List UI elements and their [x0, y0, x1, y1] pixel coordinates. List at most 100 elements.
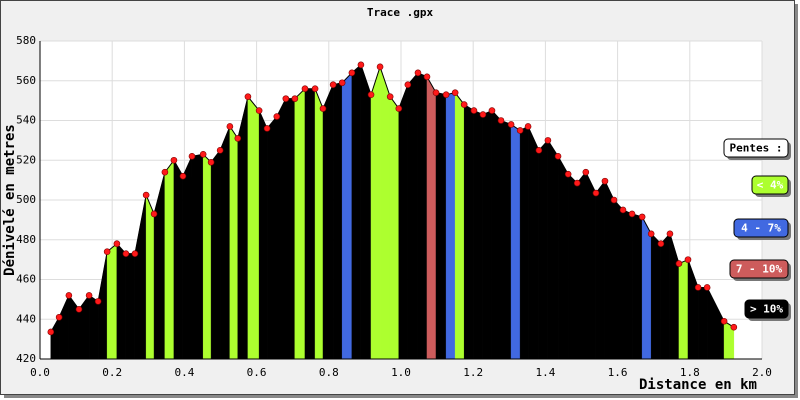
- slope-segment: [285, 98, 296, 360]
- point: [684, 256, 692, 263]
- slope-segment: [229, 125, 239, 360]
- legend-item-label: > 10%: [750, 303, 783, 316]
- slope-segment: [360, 64, 372, 360]
- slope-segment: [258, 110, 268, 360]
- point: [150, 210, 158, 218]
- point: [638, 213, 646, 221]
- point: [544, 137, 552, 144]
- point: [442, 91, 450, 98]
- slope-segment: [407, 72, 419, 360]
- point: [55, 313, 63, 321]
- x-tick-label: 1.2: [463, 366, 483, 379]
- slope-segment: [247, 95, 260, 360]
- slope-segment: [426, 75, 437, 360]
- slope-segment: [164, 159, 175, 360]
- y-tick-label: 480: [16, 233, 36, 246]
- x-tick-label: 0.2: [102, 366, 122, 379]
- slope-segment: [379, 66, 391, 360]
- point: [338, 79, 346, 87]
- point: [85, 292, 93, 299]
- point: [386, 93, 394, 100]
- slope-segment: [389, 95, 400, 360]
- y-tick-label: 560: [16, 74, 36, 87]
- point: [75, 306, 83, 313]
- point: [730, 323, 738, 331]
- x-tick-label: 0.4: [174, 366, 194, 379]
- x-tick-label: 2.0: [752, 366, 772, 379]
- chart-title: Trace .gpx: [367, 6, 434, 19]
- slope-segment: [145, 194, 155, 360]
- point: [142, 191, 150, 199]
- point: [694, 284, 702, 291]
- y-tick-label: 460: [16, 273, 36, 286]
- slope-segment: [106, 243, 118, 360]
- point: [357, 61, 365, 69]
- slope-segment: [116, 243, 127, 360]
- point: [601, 177, 609, 185]
- legend-item-label: 7 - 10%: [736, 263, 783, 276]
- point: [423, 73, 431, 81]
- point: [319, 105, 327, 112]
- y-tick-label: 540: [16, 114, 36, 127]
- slope-segment: [595, 180, 606, 360]
- point: [488, 107, 496, 114]
- point: [497, 117, 505, 124]
- slope-segment: [622, 209, 633, 360]
- x-axis-label: Distance en km: [639, 377, 757, 393]
- slope-segment: [576, 171, 587, 360]
- point: [460, 101, 468, 108]
- point: [554, 152, 562, 160]
- legend-item: [751, 175, 789, 195]
- slope-segment: [351, 64, 362, 360]
- point: [329, 81, 337, 89]
- point: [535, 147, 543, 154]
- point: [516, 127, 524, 134]
- x-tick-label: 0.0: [30, 366, 50, 379]
- slope-segment: [173, 159, 184, 360]
- point: [675, 260, 683, 267]
- point: [282, 95, 290, 102]
- point: [188, 152, 196, 160]
- x-tick-label: 0.8: [319, 366, 339, 379]
- point: [395, 105, 403, 112]
- point: [244, 93, 252, 100]
- slope-segment: [202, 153, 212, 360]
- point: [311, 85, 319, 92]
- slope-segment: [547, 139, 559, 360]
- slope-segment: [276, 98, 287, 360]
- slope-segment: [125, 253, 136, 360]
- point: [657, 240, 665, 248]
- legend-title-label: Pentes :: [730, 142, 783, 155]
- legend-title: [723, 138, 789, 158]
- point: [255, 107, 263, 114]
- point: [666, 230, 674, 238]
- point: [524, 123, 532, 130]
- point: [47, 328, 55, 336]
- point: [628, 210, 636, 218]
- point: [619, 206, 627, 214]
- slope-segment: [182, 156, 193, 360]
- point: [507, 121, 515, 128]
- point: [479, 111, 487, 118]
- point: [161, 168, 169, 176]
- point: [131, 250, 139, 257]
- slope-segment: [191, 153, 204, 360]
- point: [113, 240, 121, 248]
- point: [582, 168, 590, 176]
- point: [170, 156, 178, 164]
- point: [348, 69, 356, 77]
- point: [647, 230, 655, 238]
- y-tick-label: 420: [16, 352, 36, 365]
- y-tick-label: 580: [16, 34, 36, 47]
- point: [263, 125, 271, 132]
- y-axis-label: Dénivelé en metres: [2, 124, 18, 276]
- slope-segment: [557, 155, 569, 360]
- point: [199, 150, 207, 158]
- point: [376, 63, 384, 71]
- point: [179, 172, 187, 180]
- point: [234, 135, 242, 142]
- slope-segment: [660, 233, 671, 360]
- point: [414, 69, 422, 77]
- point: [122, 250, 130, 257]
